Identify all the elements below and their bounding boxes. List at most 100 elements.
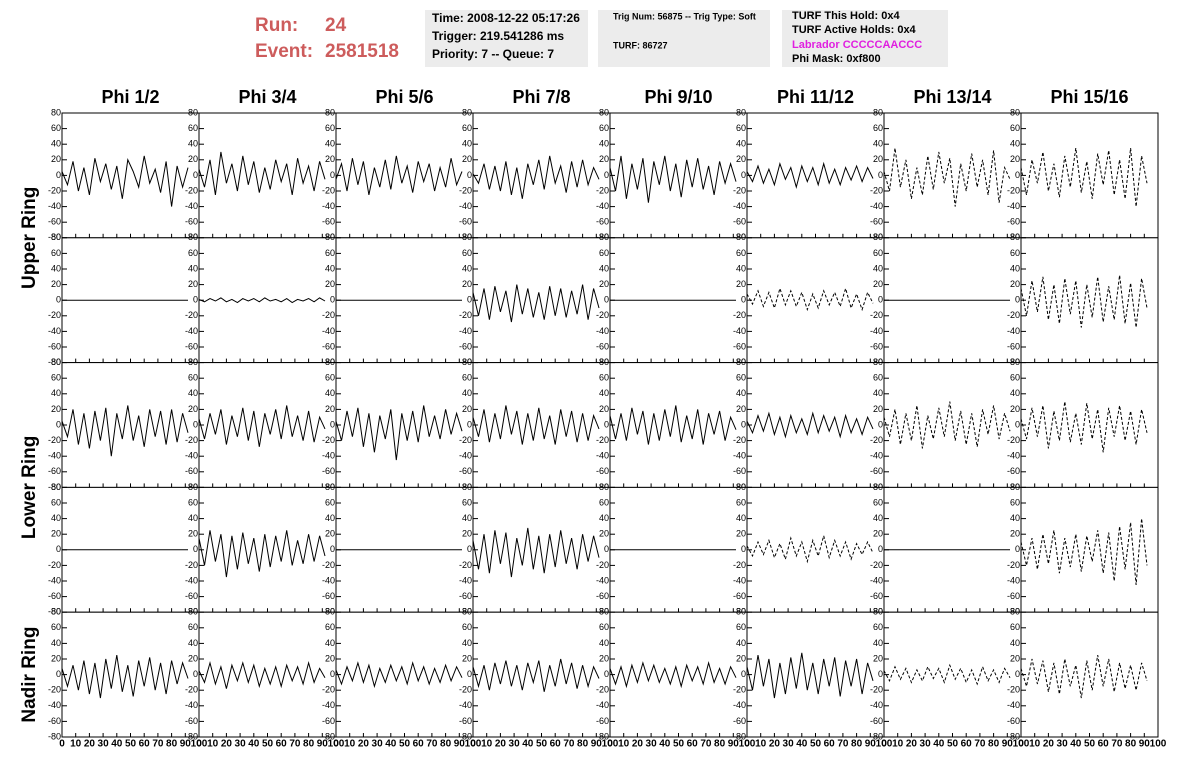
- y-tick-label: 0: [330, 669, 335, 679]
- panel-frame: [1020, 362, 1159, 488]
- y-tick-label: -40: [596, 451, 609, 461]
- y-tick-label: 20: [51, 653, 61, 663]
- y-tick-label: -60: [459, 466, 472, 476]
- panel-frame: [472, 486, 611, 613]
- y-tick-label: -20: [322, 310, 335, 320]
- y-tick-label: -80: [322, 357, 335, 367]
- y-tick-label: -80: [1007, 482, 1020, 492]
- y-tick-label: -40: [322, 451, 335, 461]
- y-tick-label: 0: [1015, 419, 1020, 429]
- y-tick-label: -20: [322, 185, 335, 195]
- y-tick-label: 40: [51, 139, 61, 149]
- y-tick-label: -40: [185, 575, 198, 585]
- x-tick-label: 100: [465, 739, 482, 750]
- x-tick-label: 10: [755, 739, 767, 750]
- y-tick-label: 60: [599, 248, 609, 258]
- column-header: Phi 11/12: [777, 87, 854, 107]
- y-tick-label: 80: [599, 607, 609, 617]
- x-tick-label: 70: [289, 739, 301, 750]
- y-tick-label: 80: [873, 357, 883, 367]
- y-tick-label: -60: [322, 716, 335, 726]
- y-tick-label: 40: [1010, 139, 1020, 149]
- y-tick-label: -40: [1007, 326, 1020, 336]
- info-text: Priority: 7 -- Queue: 7: [432, 47, 554, 61]
- y-tick-label: 40: [599, 263, 609, 273]
- y-tick-label: 20: [1010, 154, 1020, 164]
- x-tick-label: 0: [196, 739, 202, 750]
- y-tick-label: -80: [870, 357, 883, 367]
- y-tick-label: 20: [188, 529, 198, 539]
- x-tick-label: 30: [235, 739, 247, 750]
- y-tick-label: -40: [459, 201, 472, 211]
- y-tick-label: 80: [736, 482, 746, 492]
- y-tick-label: 20: [51, 279, 61, 289]
- y-tick-label: 80: [736, 357, 746, 367]
- y-tick-label: -20: [1007, 435, 1020, 445]
- y-tick-label: -20: [733, 185, 746, 195]
- y-tick-label: 60: [51, 497, 61, 507]
- y-tick-label: 40: [873, 139, 883, 149]
- run-number: 24: [325, 15, 347, 36]
- y-tick-label: 20: [599, 529, 609, 539]
- y-tick-label: 60: [736, 622, 746, 632]
- y-tick-label: -60: [1007, 716, 1020, 726]
- y-tick-label: 20: [325, 404, 335, 414]
- y-tick-label: 0: [330, 295, 335, 305]
- y-tick-label: -40: [322, 575, 335, 585]
- y-tick-label: -80: [870, 482, 883, 492]
- y-tick-label: -40: [870, 575, 883, 585]
- y-tick-label: -60: [733, 217, 746, 227]
- y-tick-label: 20: [462, 279, 472, 289]
- y-tick-label: 60: [599, 123, 609, 133]
- y-tick-label: 40: [873, 388, 883, 398]
- x-tick-label: 100: [876, 739, 893, 750]
- y-tick-label: 0: [467, 669, 472, 679]
- y-tick-label: 0: [741, 669, 746, 679]
- y-tick-label: 80: [325, 107, 335, 117]
- x-tick-label: 40: [522, 739, 534, 750]
- y-tick-label: -40: [596, 700, 609, 710]
- x-tick-label: 100: [191, 739, 208, 750]
- y-tick-label: -20: [48, 560, 61, 570]
- x-tick-label: 50: [673, 739, 685, 750]
- event-number: 2581518: [325, 41, 399, 62]
- y-tick-label: 20: [736, 653, 746, 663]
- waveform: [472, 658, 600, 692]
- y-tick-label: -20: [870, 685, 883, 695]
- y-tick-label: 0: [56, 669, 61, 679]
- y-tick-label: 80: [1010, 482, 1020, 492]
- y-tick-label: -80: [48, 731, 61, 741]
- y-tick-label: -60: [322, 217, 335, 227]
- x-tick-label: 100: [328, 739, 345, 750]
- y-tick-label: 80: [1010, 357, 1020, 367]
- y-tick-label: -60: [185, 716, 198, 726]
- y-tick-label: -60: [1007, 466, 1020, 476]
- y-tick-label: -40: [185, 700, 198, 710]
- panel-frame: [883, 362, 1022, 488]
- x-tick-label: 30: [920, 739, 932, 750]
- y-tick-label: 40: [51, 513, 61, 523]
- column-header: Phi 1/2: [101, 87, 159, 107]
- y-tick-label: -60: [870, 466, 883, 476]
- x-tick-label: 40: [385, 739, 397, 750]
- y-tick-label: -40: [870, 700, 883, 710]
- column-header: Phi 13/14: [913, 87, 991, 107]
- y-tick-label: 0: [56, 170, 61, 180]
- x-tick-label: 50: [536, 739, 548, 750]
- y-tick-label: 20: [188, 404, 198, 414]
- x-tick-label: 100: [1150, 739, 1167, 750]
- x-tick-label: 70: [563, 739, 575, 750]
- y-tick-label: 0: [1015, 295, 1020, 305]
- y-tick-label: 0: [467, 295, 472, 305]
- y-tick-label: 20: [1010, 529, 1020, 539]
- y-tick-label: 40: [1010, 263, 1020, 273]
- y-tick-label: -60: [185, 341, 198, 351]
- y-tick-label: -80: [733, 482, 746, 492]
- y-tick-label: 0: [193, 170, 198, 180]
- y-tick-label: 40: [1010, 638, 1020, 648]
- y-tick-label: -60: [48, 217, 61, 227]
- panel-frame: [198, 237, 337, 364]
- y-tick-label: 40: [51, 263, 61, 273]
- y-tick-label: 60: [873, 123, 883, 133]
